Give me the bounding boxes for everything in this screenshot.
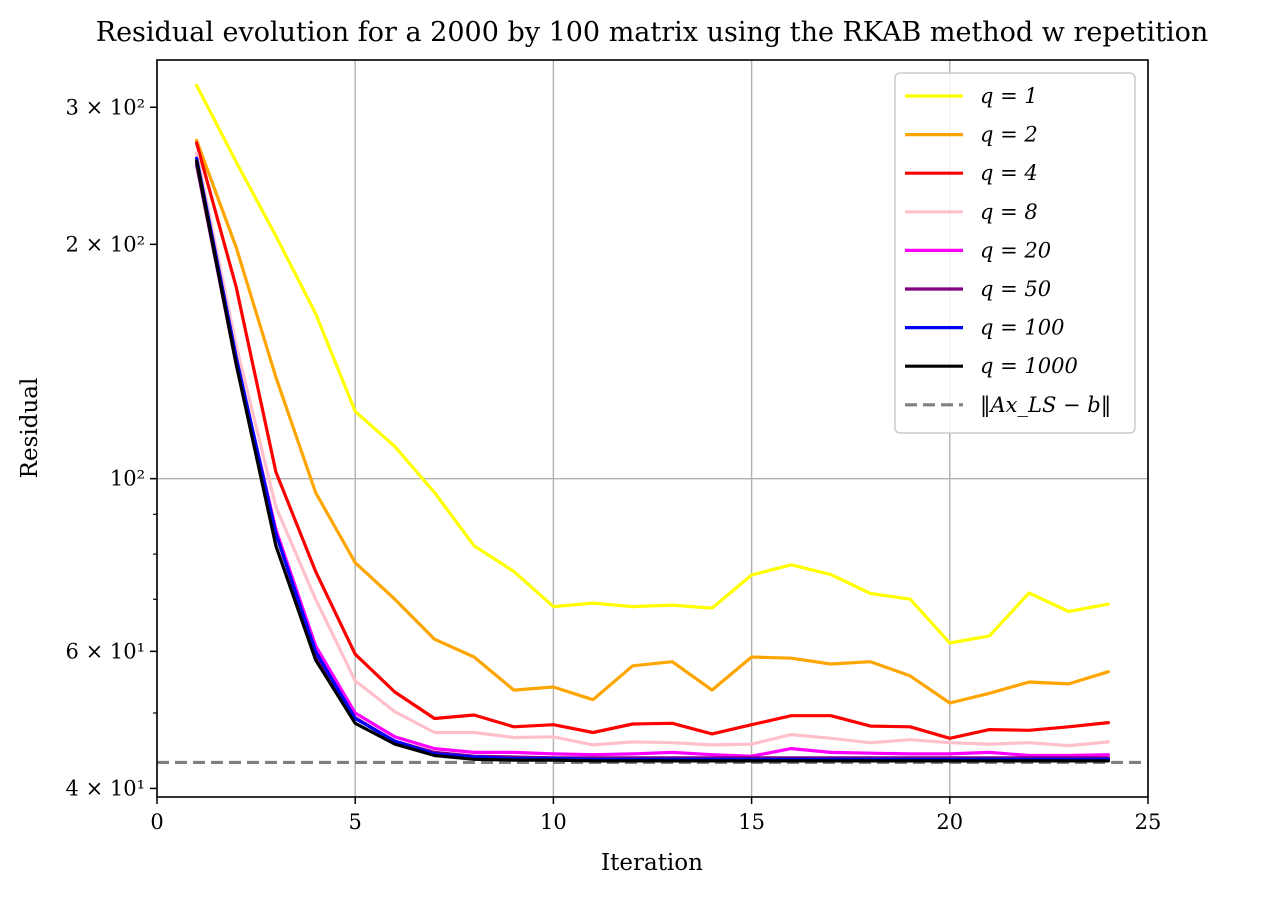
y-axis-label: Residual xyxy=(17,378,43,479)
series-line-1 xyxy=(195,138,1111,705)
x-tick-label-2: 10 xyxy=(540,810,567,834)
series-line-7 xyxy=(195,159,1111,763)
legend: q = 1 q = 2 q = 4 q = 8 q = 20 q = 50 q = 100 q… xyxy=(894,72,1136,434)
axis-ticks: 0 5 10 15 20 25 4 × 10¹ 6 × 10¹ 10² 2 × 10² 3 × 10… xyxy=(66,95,1162,834)
x-axis-label: Iteration xyxy=(601,850,703,876)
chart-title: Residual evolution for a 2000 by 100 mat… xyxy=(96,17,1209,48)
legend-label-8: ‖Ax_LS − b‖ xyxy=(980,393,1111,418)
legend-box xyxy=(894,72,1136,434)
legend-label-6: q = 100 xyxy=(980,316,1064,340)
y-tick-label-0: 4 × 10¹ xyxy=(66,776,145,800)
y-tick-label-4: 3 × 10² xyxy=(66,95,145,119)
y-tick-label-2: 10² xyxy=(110,467,145,491)
plot-frame xyxy=(156,59,1149,798)
legend-label-0: q = 1 xyxy=(980,84,1038,108)
series-line-0 xyxy=(195,83,1111,645)
x-tick-label-0: 0 xyxy=(150,810,163,834)
series-line-6 xyxy=(195,156,1111,761)
legend-label-2: q = 4 xyxy=(980,161,1038,185)
legend-label-5: q = 50 xyxy=(980,277,1051,301)
legend-label-1: q = 2 xyxy=(980,123,1038,147)
legend-label-3: q = 8 xyxy=(980,200,1038,224)
series-line-4 xyxy=(195,160,1111,758)
y-tick-label-1: 6 × 10¹ xyxy=(66,639,145,663)
x-tick-label-3: 15 xyxy=(738,810,765,834)
series-lines xyxy=(195,83,1111,763)
legend-label-7: q = 1000 xyxy=(980,354,1078,378)
x-tick-label-5: 25 xyxy=(1135,810,1162,834)
y-tick-label-3: 2 × 10² xyxy=(66,232,145,256)
legend-label-4: q = 20 xyxy=(980,238,1051,262)
x-tick-label-4: 20 xyxy=(936,810,963,834)
x-tick-label-1: 5 xyxy=(349,810,362,834)
series-line-3 xyxy=(195,151,1111,748)
series-line-2 xyxy=(195,141,1111,740)
